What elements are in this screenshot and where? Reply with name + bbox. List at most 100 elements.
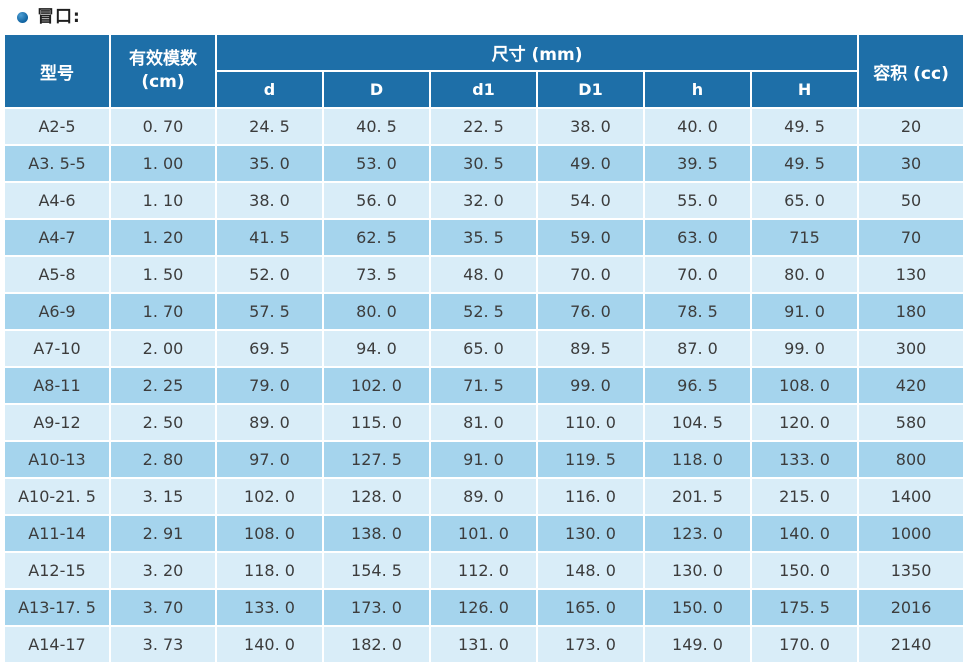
cell-model: A10-13: [3, 440, 111, 479]
cell-d: 41. 5: [215, 218, 324, 257]
cell-modulus: 2. 50: [109, 403, 217, 442]
cell-model: A14-17: [3, 625, 111, 664]
cell-model: A9-12: [3, 403, 111, 442]
table-row: A11-14 2. 91 108. 0 138. 0 101. 0 130. 0 123. …: [3, 514, 965, 553]
cell-d1: 101. 0: [429, 514, 538, 553]
cell-d: 79. 0: [215, 366, 324, 405]
cell-model: A3. 5-5: [3, 144, 111, 183]
col-header-size-group: 尺寸 (mm): [214, 33, 860, 72]
cell-h: 104. 5: [643, 403, 752, 442]
cell-model: A10-21. 5: [3, 477, 111, 516]
cell-D1: 165. 0: [536, 588, 645, 627]
cell-d1: 22. 5: [429, 107, 538, 146]
cell-modulus: 1. 10: [109, 181, 217, 220]
cell-D1: 99. 0: [536, 366, 645, 405]
cell-model: A4-6: [3, 181, 111, 220]
table-row: A13-17. 5 3. 70 133. 0 173. 0 126. 0 165. 0 15…: [3, 588, 965, 627]
cell-D: 138. 0: [322, 514, 431, 553]
table-row: A8-11 2. 25 79. 0 102. 0 71. 5 99. 0 96. 5 108.…: [3, 366, 965, 405]
cell-modulus: 3. 20: [109, 551, 217, 590]
cell-d: 57. 5: [215, 292, 324, 331]
cell-D1: 116. 0: [536, 477, 645, 516]
cell-D1: 70. 0: [536, 255, 645, 294]
col-header-D: D: [322, 70, 431, 109]
cell-H: 49. 5: [749, 107, 860, 146]
cell-h: 201. 5: [643, 477, 752, 516]
cell-h: 149. 0: [643, 625, 752, 664]
cell-D: 62. 5: [322, 218, 431, 257]
cell-modulus: 3. 70: [109, 588, 217, 627]
cell-volume: 20: [857, 107, 965, 146]
cell-model: A13-17. 5: [3, 588, 111, 627]
cell-D: 173. 0: [322, 588, 431, 627]
col-header-modulus: 有效模数 (cm): [109, 33, 217, 109]
page-title: 冒口:: [37, 6, 81, 27]
cell-model: A7-10: [3, 329, 111, 368]
cell-volume: 1350: [857, 551, 965, 590]
table-row: A7-10 2. 00 69. 5 94. 0 65. 0 89. 5 87. 0 99. 0…: [3, 329, 965, 368]
col-header-D1: D1: [536, 70, 645, 109]
cell-H: 715: [749, 218, 860, 257]
cell-D1: 119. 5: [536, 440, 645, 479]
cell-h: 123. 0: [643, 514, 752, 553]
cell-modulus: 1. 20: [109, 218, 217, 257]
cell-d1: 131. 0: [429, 625, 538, 664]
col-header-modulus-unit: (cm): [141, 72, 185, 92]
cell-model: A8-11: [3, 366, 111, 405]
cell-modulus: 3. 73: [109, 625, 217, 664]
cell-h: 150. 0: [643, 588, 752, 627]
cell-D: 102. 0: [322, 366, 431, 405]
cell-volume: 180: [857, 292, 965, 331]
cell-D1: 110. 0: [536, 403, 645, 442]
cell-H: 150. 0: [749, 551, 860, 590]
table-row: A9-12 2. 50 89. 0 115. 0 81. 0 110. 0 104. 5 12…: [3, 403, 965, 442]
cell-modulus: 2. 91: [109, 514, 217, 553]
cell-D1: 173. 0: [536, 625, 645, 664]
cell-D: 80. 0: [322, 292, 431, 331]
cell-h: 63. 0: [643, 218, 752, 257]
cell-H: 140. 0: [749, 514, 860, 553]
cell-d1: 30. 5: [429, 144, 538, 183]
table-row: A3. 5-5 1. 00 35. 0 53. 0 30. 5 49. 0 39. 5 49.…: [3, 144, 965, 183]
cell-D: 53. 0: [322, 144, 431, 183]
cell-h: 118. 0: [643, 440, 752, 479]
cell-D1: 148. 0: [536, 551, 645, 590]
cell-d: 38. 0: [215, 181, 324, 220]
cell-modulus: 3. 15: [109, 477, 217, 516]
cell-modulus: 0. 70: [109, 107, 217, 146]
cell-model: A4-7: [3, 218, 111, 257]
cell-volume: 420: [857, 366, 965, 405]
cell-h: 130. 0: [643, 551, 752, 590]
cell-h: 87. 0: [643, 329, 752, 368]
cell-d: 118. 0: [215, 551, 324, 590]
cell-d1: 112. 0: [429, 551, 538, 590]
cell-model: A5-8: [3, 255, 111, 294]
cell-D1: 76. 0: [536, 292, 645, 331]
cell-d: 102. 0: [215, 477, 324, 516]
cell-modulus: 1. 50: [109, 255, 217, 294]
cell-volume: 1400: [857, 477, 965, 516]
cell-volume: 130: [857, 255, 965, 294]
cell-d1: 91. 0: [429, 440, 538, 479]
cell-d: 35. 0: [215, 144, 324, 183]
cell-volume: 2016: [857, 588, 965, 627]
col-header-model: 型号: [3, 33, 111, 109]
col-header-h: h: [643, 70, 752, 109]
cell-d: 108. 0: [215, 514, 324, 553]
cell-modulus: 2. 25: [109, 366, 217, 405]
cell-D: 154. 5: [322, 551, 431, 590]
cell-volume: 580: [857, 403, 965, 442]
cell-d1: 48. 0: [429, 255, 538, 294]
col-header-H: H: [749, 70, 860, 109]
cell-d: 52. 0: [215, 255, 324, 294]
cell-h: 70. 0: [643, 255, 752, 294]
cell-D: 127. 5: [322, 440, 431, 479]
cell-d1: 71. 5: [429, 366, 538, 405]
cell-d1: 65. 0: [429, 329, 538, 368]
cell-d: 89. 0: [215, 403, 324, 442]
cell-H: 99. 0: [749, 329, 860, 368]
